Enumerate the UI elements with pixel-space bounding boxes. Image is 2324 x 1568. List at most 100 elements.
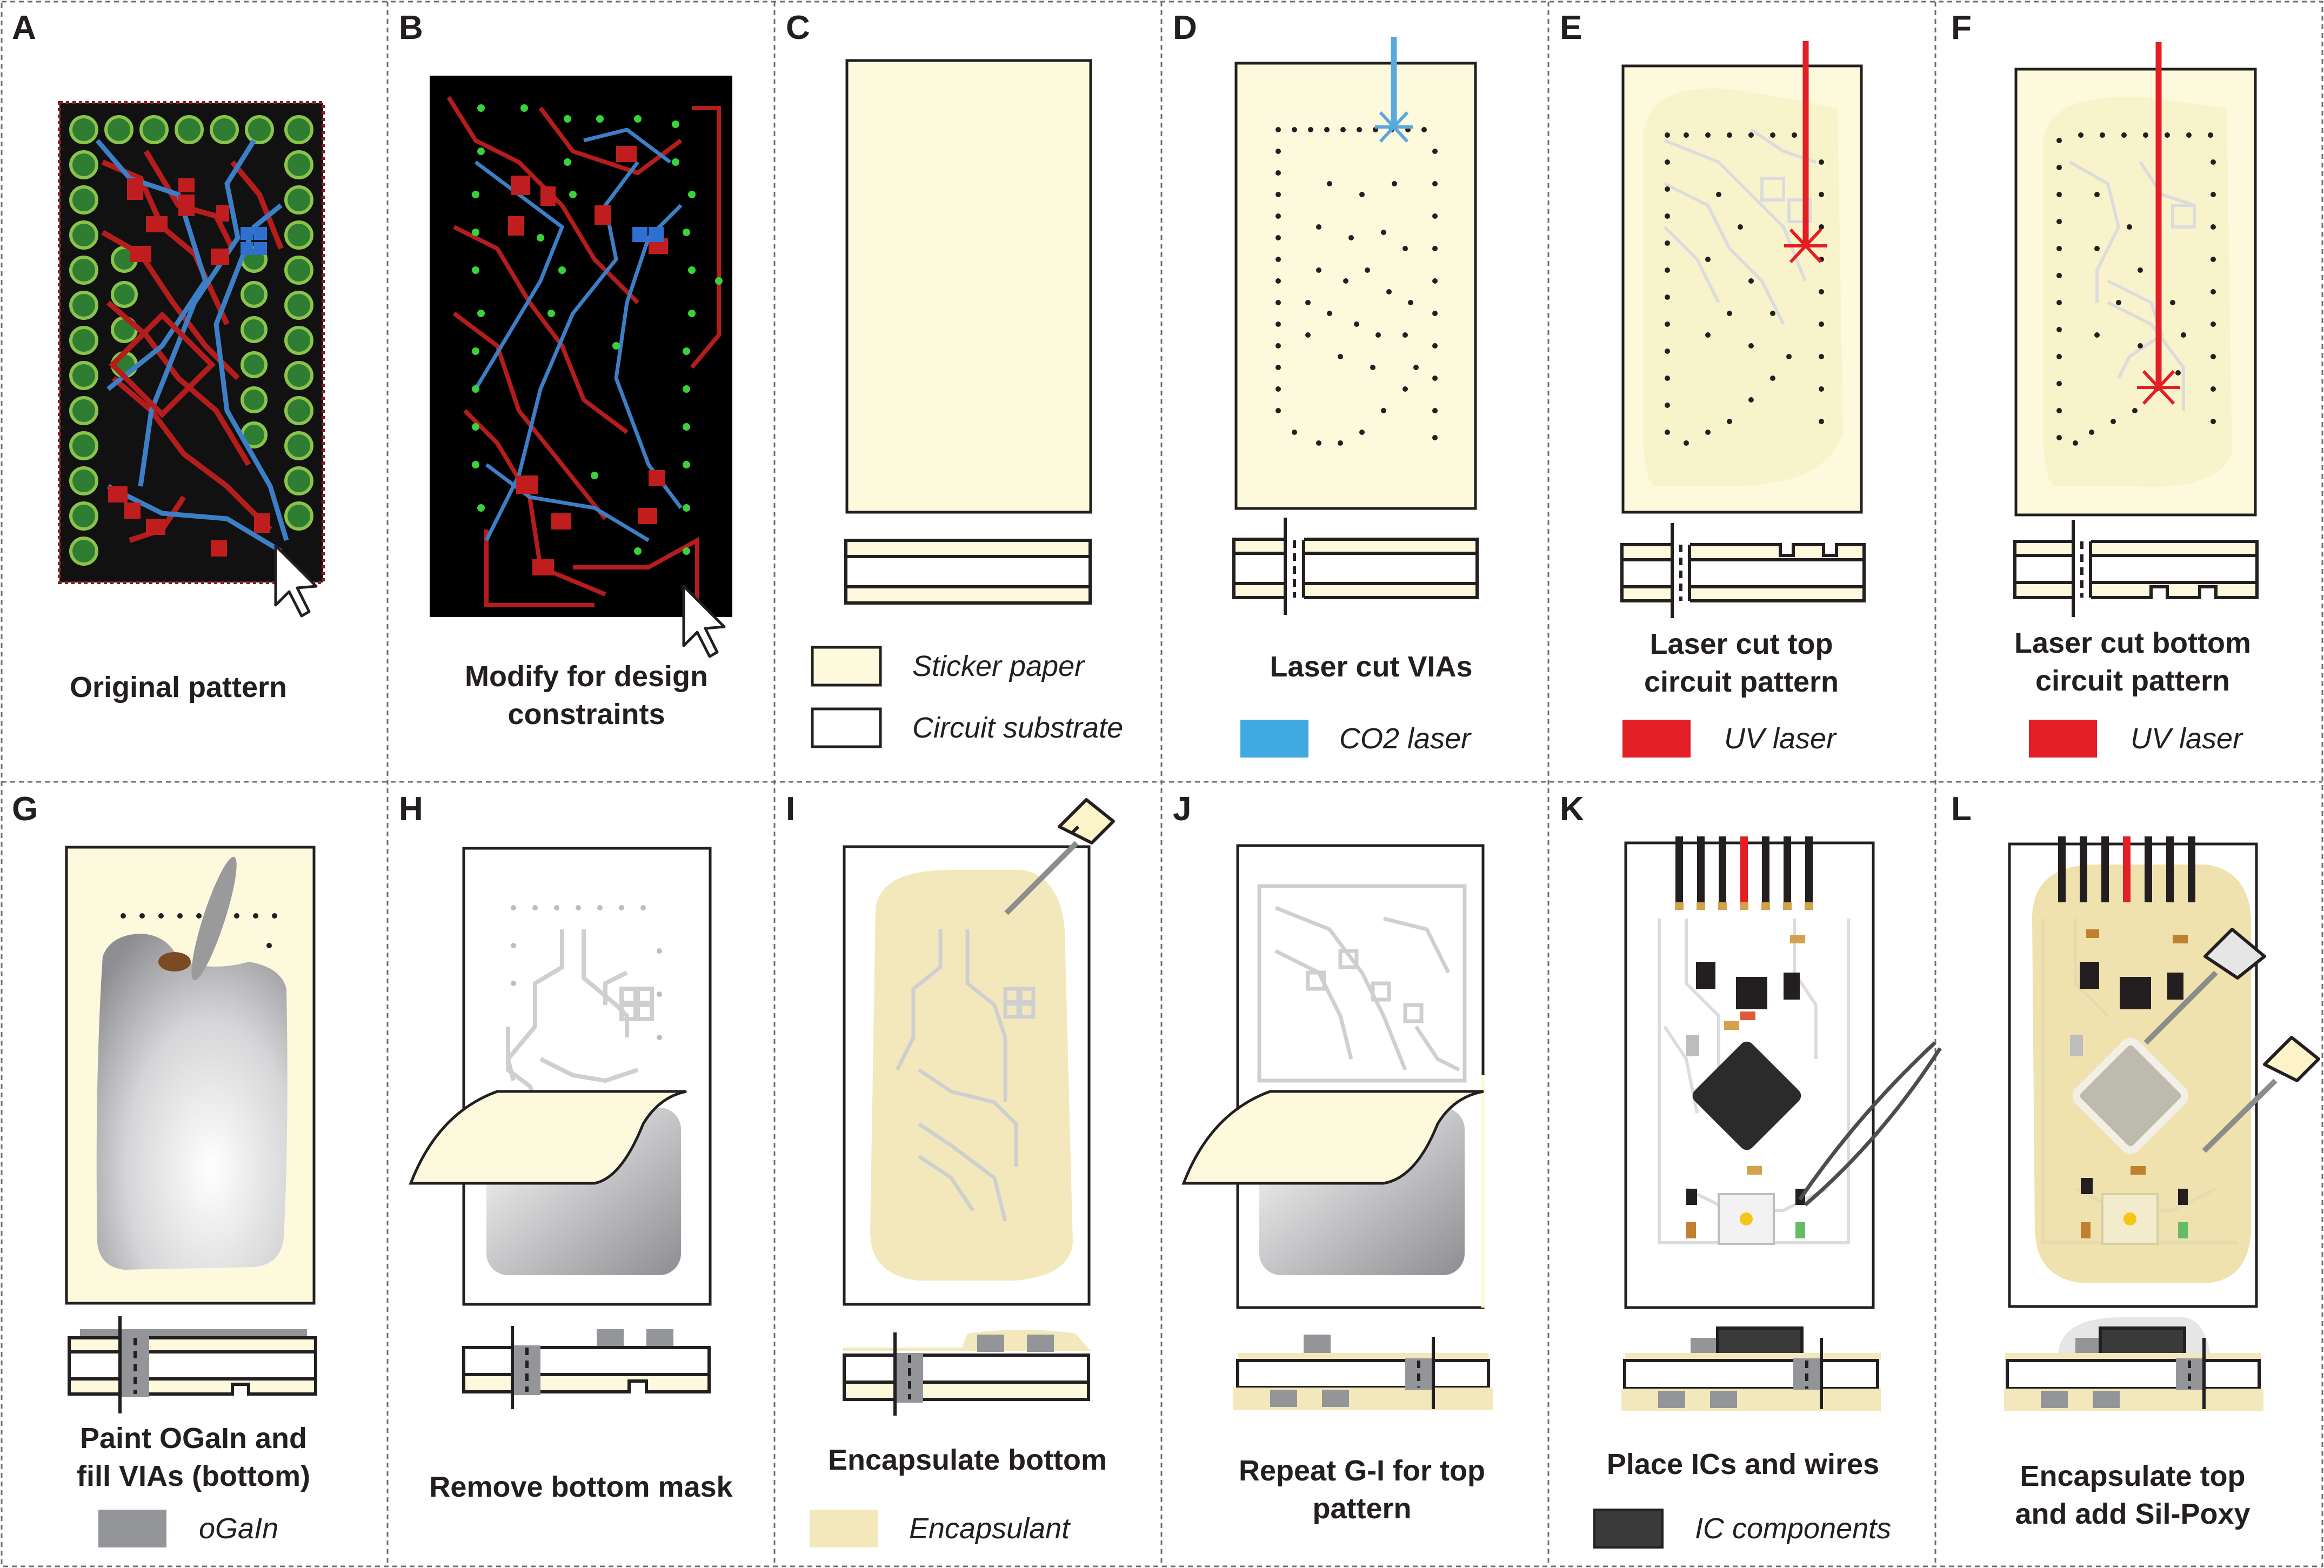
- panel-letter-f: F: [1951, 9, 1972, 46]
- panel-letter-e: E: [1560, 9, 1582, 46]
- sticker-sheet: [1234, 62, 1477, 510]
- cursor-icon: [274, 544, 318, 618]
- layer-stack-cross-section: [2013, 520, 2259, 617]
- panel-g: G Paint OGaIn and fill VIAs (bottom): [12, 790, 317, 1547]
- panel-letter-l: L: [1951, 790, 1972, 828]
- layer-stack-cross-section: [1232, 518, 1479, 615]
- caption-f-line2: circuit pattern: [2035, 665, 2230, 697]
- tweezers-icon: [1798, 1041, 1942, 1207]
- panel-letter-h: H: [399, 790, 423, 828]
- panel-letter-a: A: [12, 9, 36, 46]
- panel-letter-c: C: [786, 9, 810, 46]
- legend-swatch-sticker-paper: [811, 646, 882, 687]
- caption-a-line1: Original pattern: [70, 671, 287, 703]
- peeling-mask: [409, 1090, 687, 1185]
- panel-j: J Repeat G-I for top pattern: [1173, 790, 1493, 1525]
- layer-stack-cross-section: [462, 1326, 711, 1409]
- uv-laser-beam: [2137, 42, 2180, 405]
- peeled-area: [2043, 97, 2232, 487]
- caption-b-line1: Modify for design: [465, 660, 708, 693]
- legend-encapsulant: Encapsulant: [909, 1512, 1071, 1545]
- via-holes: [1665, 132, 1824, 446]
- peeled-area: [1643, 88, 1843, 487]
- panel-letter-k: K: [1560, 790, 1584, 828]
- panel-a: A: [12, 9, 325, 703]
- via-holes: [1275, 127, 1438, 446]
- caption-h-line1: Remove bottom mask: [429, 1471, 733, 1503]
- legend-swatch-circuit-substrate: [811, 707, 882, 748]
- peeling-mask: [1181, 1090, 1484, 1185]
- wires-icon: [1675, 836, 1813, 910]
- caption-b-line2: constraints: [507, 698, 665, 731]
- sticker-edge: [1481, 1075, 1485, 1308]
- mcu-footprint: [109, 311, 216, 418]
- ogain-paint: [96, 934, 288, 1270]
- legend-ogain: oGaIn: [199, 1512, 278, 1545]
- traces-blue: [95, 139, 289, 553]
- caption-k-line1: Place ICs and wires: [1607, 1448, 1879, 1480]
- via-holes: [2056, 132, 2216, 446]
- layer-stack-cross-section: [1621, 1326, 1881, 1411]
- layer-stack-cross-section: [68, 1316, 317, 1413]
- panel-b: B: [399, 9, 732, 731]
- co2-laser-beam: [1375, 37, 1413, 143]
- encapsulant-layer: [870, 870, 1073, 1281]
- ic-components: [1686, 935, 1805, 1245]
- caption-e-line2: circuit pattern: [1644, 666, 1839, 698]
- paint-brush-icon: [158, 856, 237, 981]
- panel-l: L: [1951, 790, 2320, 1530]
- caption-d-line1: Laser cut VIAs: [1270, 651, 1472, 683]
- uv-laser-beam: [1784, 41, 1827, 264]
- cursor-icon: [682, 585, 726, 658]
- panel-letter-b: B: [399, 9, 423, 46]
- panel-e: E: [1560, 9, 1866, 758]
- caption-g-line2: fill VIAs (bottom): [77, 1460, 310, 1492]
- caption-e-line1: Laser cut top: [1649, 628, 1833, 660]
- panel-i: I Encapsulate bottom: [786, 790, 1115, 1547]
- circuit-traces: [895, 929, 1036, 1222]
- caption-l-line2: and add Sil-Poxy: [2015, 1498, 2250, 1530]
- panel-letter-g: G: [12, 790, 38, 828]
- vias: [511, 905, 662, 1040]
- legend-circuit-substrate: Circuit substrate: [912, 712, 1123, 744]
- legend-swatch-ic-components: [1593, 1509, 1664, 1549]
- caption-i-line1: Encapsulate bottom: [828, 1444, 1107, 1476]
- syringe-icon: [2143, 928, 2266, 1045]
- pad-column-left: [69, 115, 98, 566]
- caption-g-line1: Paint OGaIn and: [80, 1422, 307, 1455]
- legend-co2-laser: CO2 laser: [1339, 722, 1472, 755]
- pcb-modified-board: [430, 76, 732, 617]
- layer-stack-cross-section: [844, 539, 1092, 605]
- panel-letter-j: J: [1173, 790, 1191, 828]
- panel-letter-i: I: [786, 790, 795, 828]
- traces-red: [446, 96, 721, 607]
- components-red: [108, 178, 270, 557]
- pad-column-right: [284, 115, 313, 531]
- caption-j-line1: Repeat G-I for top: [1239, 1455, 1485, 1487]
- caption-f-line1: Laser cut bottom: [2014, 627, 2251, 659]
- legend-swatch-ogain: [98, 1510, 166, 1547]
- circuit-traces: [1257, 884, 1467, 1083]
- caption-j-line2: pattern: [1312, 1492, 1411, 1525]
- wires-icon: [2058, 836, 2195, 902]
- syringe-icon: [1004, 798, 1115, 915]
- panel-letter-d: D: [1173, 9, 1197, 46]
- components-blue: [632, 227, 664, 242]
- panel-h: H Remove bottom mask: [399, 790, 733, 1503]
- panel-f: F: [1951, 9, 2259, 758]
- ic-components: [2070, 929, 2189, 1245]
- legend-ic-components: IC components: [1695, 1512, 1891, 1545]
- panel-d: D: [1173, 9, 1479, 758]
- syringe-icon: [2202, 1036, 2320, 1153]
- legend-swatch-co2-laser: [1240, 720, 1308, 758]
- legend-uv-laser: UV laser: [1724, 722, 1837, 755]
- caption-l-line1: Encapsulate top: [2020, 1460, 2245, 1492]
- layer-stack-cross-section: [1620, 523, 1866, 618]
- layer-stack-cross-section: [2004, 1317, 2263, 1411]
- legend-sticker-paper: Sticker paper: [912, 650, 1085, 682]
- cut-traces: [2069, 160, 2196, 411]
- layer-stack-cross-section: [843, 1330, 1092, 1416]
- sticker-sheet: [845, 59, 1092, 514]
